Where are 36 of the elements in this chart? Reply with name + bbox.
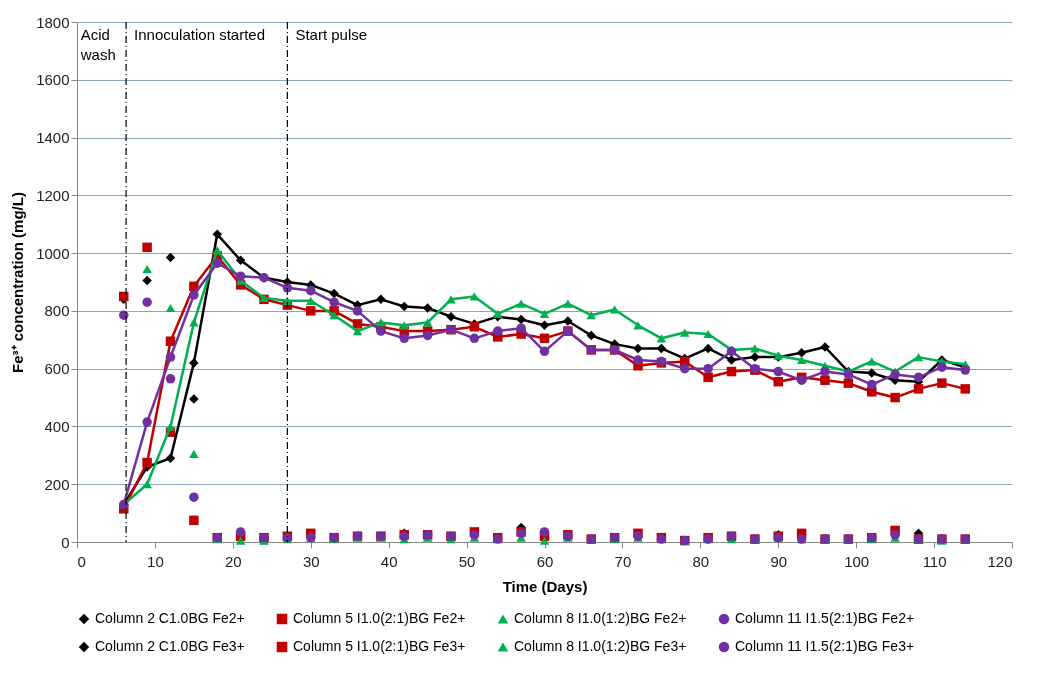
x-tick-label: 10	[147, 552, 164, 570]
y-tick-label: 1000	[36, 244, 70, 262]
y-tick-label: 600	[44, 360, 70, 378]
y-tick-label: 1600	[36, 71, 70, 89]
y-tick-label: 1800	[36, 13, 70, 31]
y-axis-title: Fe³⁺ concentration (mg/L)	[9, 192, 27, 373]
y-tick-label: 800	[44, 302, 70, 320]
x-tick-label: 20	[224, 552, 242, 570]
legend-label: Column 5 I1.0(2:1)BG Fe3+	[293, 638, 466, 654]
legend-label: Column 2 C1.0BG Fe2+	[95, 610, 245, 626]
y-tick-label: 0	[61, 533, 70, 551]
y-tick-label: 1400	[36, 129, 70, 147]
ref-line-label: Start pulse	[295, 26, 368, 43]
y-tick-label: 1200	[36, 186, 70, 204]
x-tick-label: 40	[380, 552, 398, 570]
x-tick-label: 80	[692, 552, 710, 570]
legend-label: Column 8 I1.0(1:2)BG Fe2+	[514, 610, 687, 626]
legend-label: Column 2 C1.0BG Fe3+	[95, 638, 245, 654]
x-axis-title: Time (Days)	[502, 577, 588, 595]
legend-label: Column 5 I1.0(2:1)BG Fe2+	[293, 610, 466, 626]
x-tick-label: 110	[922, 552, 947, 570]
x-tick-label: 30	[302, 552, 320, 570]
legend-label: Column 8 I1.0(1:2)BG Fe3+	[514, 638, 687, 654]
x-tick-label: 100	[844, 552, 870, 570]
y-tick-label: 200	[44, 475, 70, 493]
x-tick-label: 90	[770, 552, 788, 570]
ref-line-label: Innoculation started	[134, 26, 266, 43]
legend-label: Column 11 I1.5(2:1)BG Fe2+	[735, 610, 915, 626]
x-tick-label: 50	[458, 552, 476, 570]
x-tick-label: 0	[77, 552, 86, 570]
x-tick-label: 60	[536, 552, 554, 570]
y-tick-label: 400	[44, 417, 70, 435]
annotation: Acid wash	[79, 26, 116, 63]
x-tick-label: 70	[614, 552, 632, 570]
x-tick-label: 120	[987, 552, 1013, 570]
legend-label: Column 11 I1.5(2:1)BG Fe3+	[735, 638, 915, 654]
